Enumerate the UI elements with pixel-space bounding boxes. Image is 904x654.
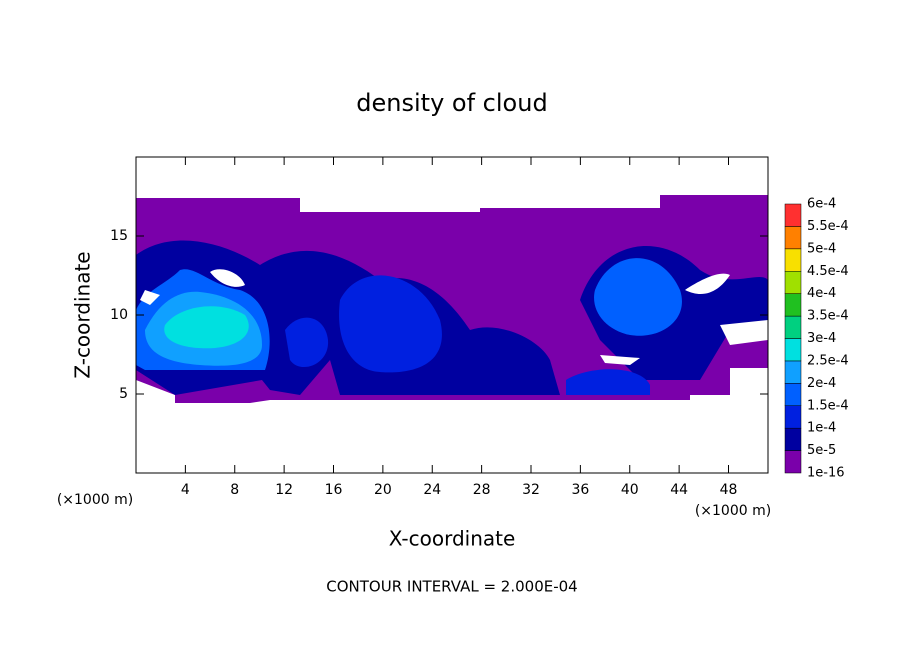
colorbar-segment — [784, 427, 802, 451]
colorbar-label: 2.5e-4 — [807, 353, 849, 368]
colorbar-segment — [784, 405, 802, 429]
contour-field — [136, 195, 768, 420]
y-axis-label: Z-coordinate — [71, 251, 95, 378]
x-tick-label: 4 — [181, 482, 190, 498]
x-tick-label: 40 — [621, 482, 639, 498]
colorbar-label: 5.5e-4 — [807, 219, 849, 234]
x-tick-label: 28 — [473, 482, 491, 498]
x-tick-label: 16 — [325, 482, 343, 498]
colorbar-label: 1e-16 — [807, 466, 845, 481]
x-tick-label: 12 — [275, 482, 293, 498]
x-tick-label: 32 — [522, 482, 540, 498]
colorbar-label: 6e-4 — [807, 197, 836, 212]
colorbar-segment — [784, 383, 802, 407]
colorbar-segment — [784, 203, 802, 227]
y-tick-label: 5 — [119, 386, 128, 402]
colorbar-label: 1e-4 — [807, 421, 836, 436]
y-tick-label: 15 — [110, 228, 128, 244]
annotation: CONTOUR INTERVAL = 2.000E-04 — [326, 578, 577, 596]
colorbar-label: 1.5e-4 — [807, 398, 849, 413]
colorbar-label: 5e-5 — [807, 443, 836, 458]
colorbar-segment — [784, 450, 802, 474]
colorbar-segment — [784, 226, 802, 250]
x-tick-label: 20 — [374, 482, 392, 498]
colorbar-label: 3.5e-4 — [807, 309, 849, 324]
x-tick-label: 48 — [720, 482, 738, 498]
x-tick-label: 36 — [571, 482, 589, 498]
colorbar-segment — [784, 338, 802, 362]
y-tick-label: 10 — [110, 307, 128, 323]
colorbar-segment — [784, 293, 802, 317]
colorbar-segment — [784, 315, 802, 339]
x-tick-label: 8 — [230, 482, 239, 498]
x-unit-label: (×1000 m) — [57, 492, 133, 508]
chart-title: density of cloud — [356, 89, 547, 117]
colorbar-label: 3e-4 — [807, 331, 836, 346]
colorbar-label: 5e-4 — [807, 241, 836, 256]
x-unit-label: (×1000 m) — [695, 503, 771, 519]
colorbar-label: 4e-4 — [807, 286, 836, 301]
colorbar-segment — [784, 248, 802, 272]
x-axis-label: X-coordinate — [389, 527, 516, 551]
colorbar-label: 4.5e-4 — [807, 264, 849, 279]
colorbar-label: 2e-4 — [807, 376, 836, 391]
x-tick-label: 44 — [670, 482, 688, 498]
colorbar-segment — [784, 271, 802, 294]
colorbar-segment — [784, 360, 802, 384]
x-tick-label: 24 — [423, 482, 441, 498]
